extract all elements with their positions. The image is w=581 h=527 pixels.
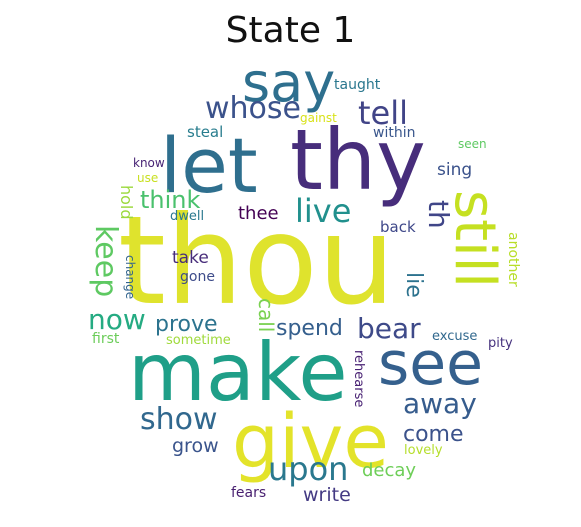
- word-gone: gone: [180, 269, 215, 285]
- word-bear: bear: [357, 312, 421, 345]
- word-now: now: [88, 303, 146, 336]
- word-dwell: dwell: [170, 209, 205, 224]
- word-hold: hold: [117, 185, 136, 220]
- word-use: use: [137, 171, 159, 185]
- word-show: show: [140, 402, 218, 437]
- word-excuse: excuse: [432, 329, 478, 344]
- word-give: give: [232, 399, 389, 485]
- word-back: back: [380, 218, 416, 236]
- word-pity: pity: [488, 336, 513, 351]
- word-seen: seen: [458, 137, 487, 151]
- word-sometime: sometime: [166, 333, 231, 348]
- word-another: another: [505, 232, 521, 287]
- word-prove: prove: [155, 312, 218, 337]
- word-think: think: [140, 186, 201, 214]
- word-come: come: [403, 422, 464, 447]
- word-upon: upon: [268, 450, 349, 488]
- word-fears: fears: [231, 485, 267, 501]
- word-thou: thou: [118, 190, 396, 332]
- word-thy: thy: [290, 111, 426, 209]
- word-write: write: [303, 484, 351, 506]
- word-steal: steal: [187, 123, 224, 141]
- word-change: change: [123, 255, 137, 300]
- word-first: first: [92, 331, 120, 347]
- word-lie: lie: [401, 272, 426, 298]
- word-th: th: [422, 200, 455, 229]
- word-spend: spend: [276, 316, 343, 341]
- word-call: call: [254, 298, 278, 333]
- word-know: know: [133, 156, 165, 170]
- word-still: still: [442, 190, 507, 288]
- word-make: make: [128, 326, 348, 419]
- word-away: away: [403, 387, 477, 420]
- word-decay: decay: [362, 460, 417, 481]
- word-tell: tell: [358, 94, 409, 132]
- word-live: live: [295, 192, 352, 230]
- word-sing: sing: [437, 160, 473, 180]
- word-within: within: [373, 125, 416, 141]
- word-see: see: [378, 329, 484, 399]
- word-let: let: [160, 121, 258, 210]
- word-whose: whose: [205, 91, 301, 126]
- word-gainst: gainst: [300, 111, 337, 125]
- chart-title: State 1: [225, 10, 356, 51]
- word-take: take: [172, 248, 209, 268]
- word-lovely: lovely: [404, 443, 443, 458]
- word-rehearse: rehearse: [351, 350, 366, 408]
- word-thee: thee: [238, 203, 279, 224]
- word-grow: grow: [172, 435, 219, 457]
- word-say: say: [242, 51, 336, 114]
- word-taught: taught: [334, 77, 381, 93]
- word-keep: keep: [88, 225, 123, 298]
